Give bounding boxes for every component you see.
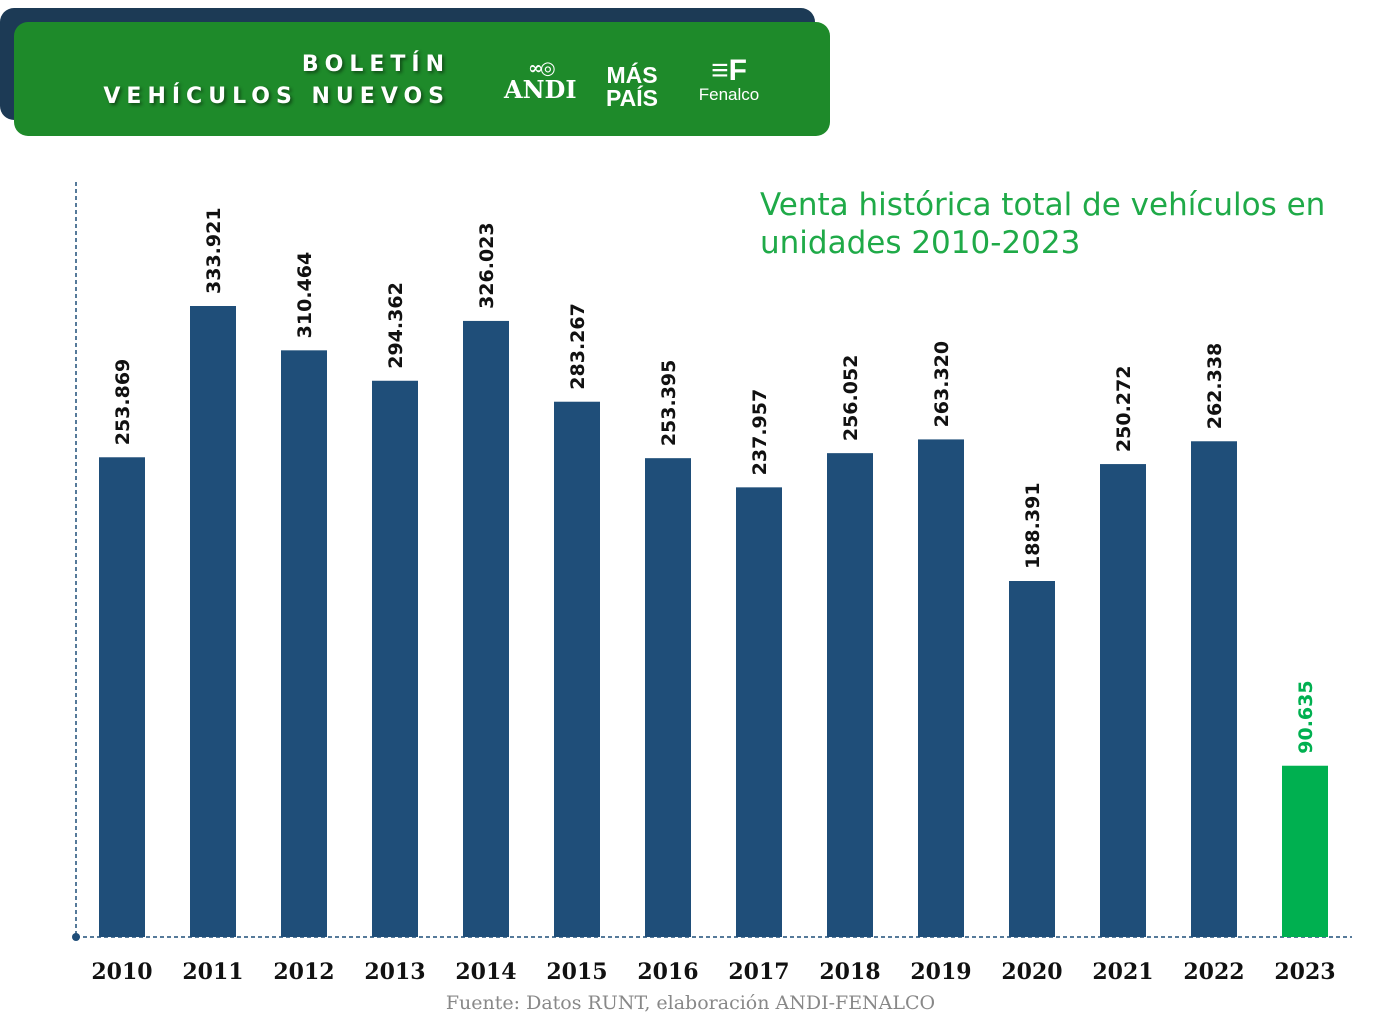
x-tick-label-2015: 2015 xyxy=(546,959,607,985)
mas-pais-logo: MÁS PAÍS xyxy=(606,62,658,111)
andi-logo-text: ANDI xyxy=(504,75,577,104)
value-label-2016: 253.395 xyxy=(658,360,680,447)
bar-2018 xyxy=(827,453,873,937)
x-tick-label-2010: 2010 xyxy=(91,959,152,985)
header-title-line1: BOLETÍN xyxy=(301,52,450,77)
x-tick-label-2022: 2022 xyxy=(1183,959,1244,985)
bar-2013 xyxy=(372,380,418,937)
value-label-2022: 262.338 xyxy=(1204,343,1226,430)
value-label-2012: 310.464 xyxy=(294,252,316,339)
bar-2019 xyxy=(918,439,964,937)
bar-2012 xyxy=(281,350,327,938)
value-label-2017: 237.957 xyxy=(749,389,771,476)
value-label-2015: 283.267 xyxy=(567,303,589,390)
x-tick-label-2023: 2023 xyxy=(1274,959,1335,985)
bar-2023 xyxy=(1282,765,1328,937)
header-title-line2: VEHÍCULOS NUEVOS xyxy=(103,84,450,109)
bar-2015 xyxy=(554,401,600,938)
x-tick-label-2017: 2017 xyxy=(728,959,789,985)
source-note: Fuente: Datos RUNT, elaboración ANDI-FEN… xyxy=(445,992,936,1014)
value-label-2023: 90.635 xyxy=(1295,680,1317,753)
x-tick-label-2021: 2021 xyxy=(1092,959,1153,985)
fenalco-f-icon: ≡F xyxy=(711,54,747,87)
x-tick-label-2020: 2020 xyxy=(1001,959,1062,985)
x-tick-label-2016: 2016 xyxy=(637,959,698,985)
value-label-2019: 263.320 xyxy=(931,341,953,428)
value-label-2021: 250.272 xyxy=(1113,366,1135,453)
andi-rings-icon: ∞◎ xyxy=(527,58,556,79)
value-label-2013: 294.362 xyxy=(385,282,407,369)
fenalco-logo-text: Fenalco xyxy=(698,85,760,104)
bar-2016 xyxy=(645,458,691,937)
chart-title: Venta histórica total de vehículos en un… xyxy=(760,187,1326,261)
header-banner: BOLETÍN VEHÍCULOS NUEVOS ∞◎ ANDI MÁS PAÍ… xyxy=(14,22,830,136)
bar-2010 xyxy=(99,457,145,937)
andi-logo: ∞◎ ANDI xyxy=(504,60,577,102)
x-tick-label-2011: 2011 xyxy=(182,959,243,985)
x-tick-label-2014: 2014 xyxy=(455,959,516,985)
value-label-2010: 253.869 xyxy=(112,359,134,446)
value-label-2018: 256.052 xyxy=(840,355,862,442)
bar-2020 xyxy=(1009,581,1055,937)
value-label-2014: 326.023 xyxy=(476,222,498,309)
value-label-2020: 188.391 xyxy=(1022,482,1044,569)
bar-2022 xyxy=(1191,441,1237,937)
bar-2021 xyxy=(1100,464,1146,937)
x-tick-label-2018: 2018 xyxy=(819,959,880,985)
axis-origin-dot xyxy=(72,933,80,941)
bar-2017 xyxy=(736,487,782,937)
bar-2014 xyxy=(463,320,509,938)
x-tick-label-2013: 2013 xyxy=(364,959,425,985)
x-tick-label-2012: 2012 xyxy=(273,959,334,985)
fenalco-logo: ≡F Fenalco xyxy=(686,54,772,104)
bar-2011 xyxy=(190,306,236,937)
x-tick-label-2019: 2019 xyxy=(910,959,971,985)
value-label-2011: 333.921 xyxy=(203,207,225,294)
